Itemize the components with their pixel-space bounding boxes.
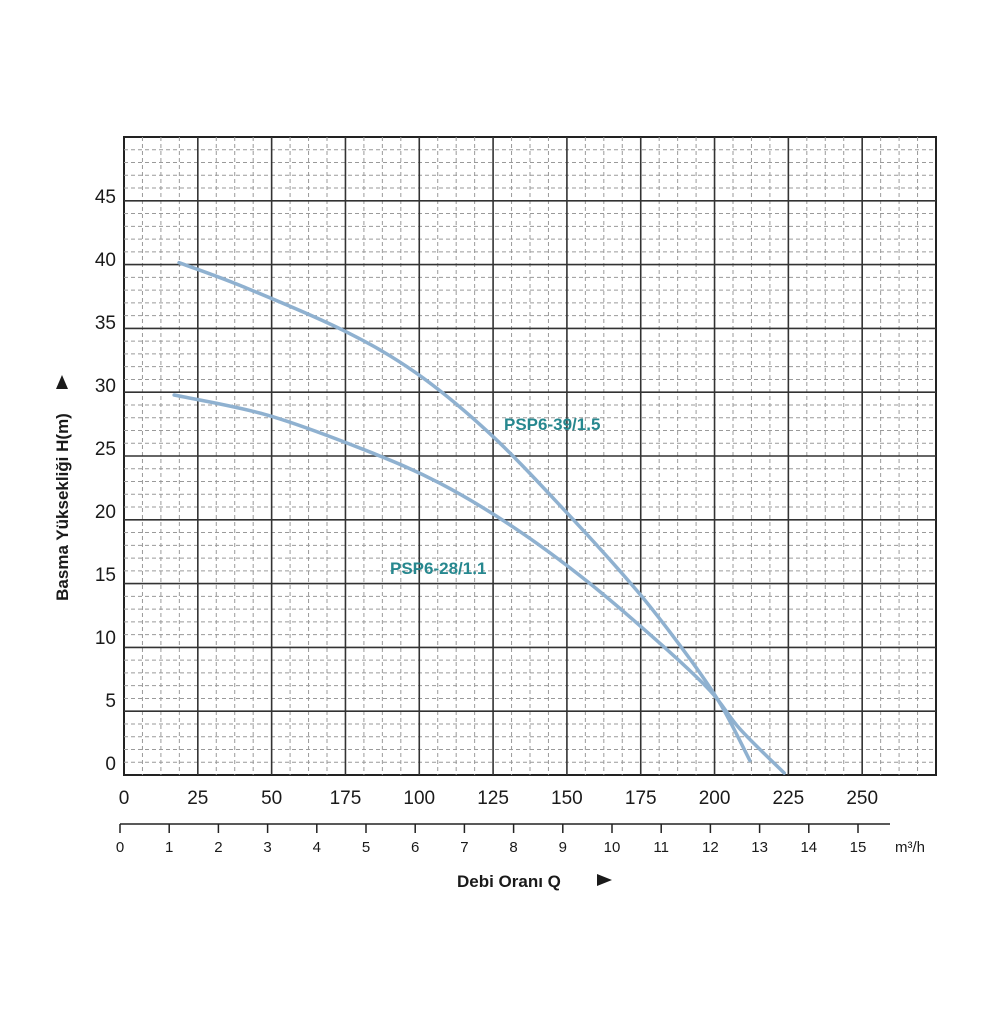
x-axis-ticks-primary: 0 25 50 175 100 125 150 175 200 225 250	[119, 788, 878, 809]
x-tick-label-secondary: 5	[362, 839, 370, 856]
series-labels: PSP6-39/1.5 PSP6-28/1.1	[390, 415, 600, 578]
y-tick-label: 40	[95, 250, 116, 271]
x-axis-title: Debi Oranı Q	[457, 872, 561, 891]
performance-curves	[172, 260, 786, 775]
x-tick-label-primary: 225	[773, 788, 805, 809]
x-tick-label-secondary: 7	[460, 839, 468, 856]
x-tick-label-secondary: 4	[313, 839, 321, 856]
x-tick-label-primary: 200	[699, 788, 731, 809]
x-tick-label-secondary: 11	[653, 839, 669, 856]
x-tick-label-primary: 175	[625, 788, 657, 809]
y-tick-label: 25	[95, 439, 116, 460]
x-tick-label-secondary: 14	[800, 839, 817, 856]
x-tick-label-secondary: 10	[604, 839, 621, 856]
y-tick-label: 45	[95, 187, 116, 208]
y-axis-title-group: Basma Yüksekliği H(m)	[53, 375, 72, 601]
x-tick-label-secondary: 9	[559, 839, 567, 856]
x-tick-label-secondary: 15	[850, 839, 867, 856]
x-tick-label-secondary: 3	[263, 839, 271, 856]
y-axis-arrow-icon	[56, 375, 68, 389]
x-tick-label-secondary: 0	[116, 839, 124, 856]
x-tick-label-secondary: 1	[165, 839, 173, 856]
x-tick-label-primary: 50	[261, 788, 282, 809]
x-axis-unit: m³/h	[895, 839, 925, 856]
x-tick-label-secondary: 6	[411, 839, 419, 856]
y-tick-label: 10	[95, 628, 116, 649]
chart-grid	[123, 136, 937, 776]
y-tick-label: 30	[95, 376, 116, 397]
x-axis-arrow-icon	[597, 874, 612, 886]
x-tick-label-primary: 150	[551, 788, 583, 809]
series-curve-PSP6-39/1.5	[177, 260, 752, 763]
x-tick-label-secondary: 8	[509, 839, 517, 856]
x-tick-label-secondary: 12	[702, 839, 719, 856]
x-tick-label-primary: 250	[846, 788, 878, 809]
series-label: PSP6-28/1.1	[390, 559, 486, 578]
x-axis-secondary: 0 1 2 3 4 5 6 7 8 9 10 11 12 13 14 15	[116, 823, 890, 856]
y-tick-label: 5	[105, 691, 116, 712]
y-axis-title: Basma Yüksekliği H(m)	[53, 413, 72, 601]
series-curve-PSP6-28/1.1	[172, 393, 786, 775]
series-label: PSP6-39/1.5	[504, 415, 600, 434]
x-tick-label-primary: 175	[330, 788, 362, 809]
y-axis-ticks: 0 5 10 15 20 25 30 35 40 45	[95, 187, 116, 775]
y-tick-label: 35	[95, 313, 116, 334]
y-tick-label: 15	[95, 565, 116, 586]
x-tick-label-primary: 25	[187, 788, 208, 809]
x-tick-label-primary: 125	[477, 788, 509, 809]
x-tick-label-primary: 0	[119, 788, 130, 809]
x-tick-label-secondary: 13	[751, 839, 768, 856]
y-tick-label: 0	[105, 754, 116, 775]
y-tick-label: 20	[95, 502, 116, 523]
x-tick-label-secondary: 2	[214, 839, 222, 856]
x-tick-label-primary: 100	[403, 788, 435, 809]
